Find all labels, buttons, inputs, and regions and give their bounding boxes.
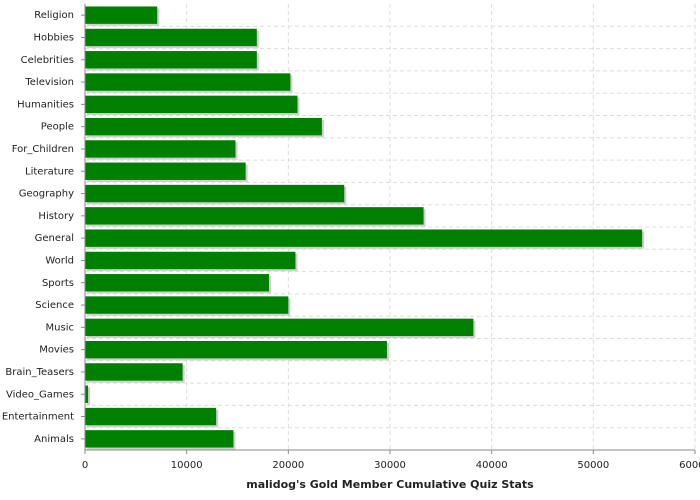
- bar: [85, 229, 643, 247]
- bar: [85, 251, 296, 270]
- x-tick-label: 50000: [577, 460, 609, 471]
- x-tick-label: 40000: [476, 460, 508, 471]
- bar: [85, 340, 387, 359]
- y-tick-label: Humanities: [17, 99, 74, 110]
- bar: [85, 51, 257, 69]
- bar: [85, 73, 291, 91]
- y-tick-label: Video_Games: [6, 389, 74, 400]
- bar: [85, 318, 474, 337]
- x-tick-label: 60000: [679, 460, 700, 471]
- bar: [85, 363, 183, 381]
- x-tick-label: 30000: [374, 460, 406, 471]
- bar: [85, 117, 322, 136]
- bar: [85, 207, 424, 225]
- bar: [85, 430, 234, 448]
- y-tick-label: Religion: [34, 10, 74, 21]
- bar: [85, 184, 345, 203]
- x-tick-label: 10000: [171, 460, 203, 471]
- y-tick-label: Music: [46, 322, 74, 333]
- y-tick-label: Brain_Teasers: [5, 367, 74, 378]
- y-tick-label: World: [45, 255, 74, 266]
- bar: [85, 28, 257, 47]
- y-tick-label: Literature: [25, 166, 74, 177]
- y-tick-label: Science: [35, 300, 74, 311]
- y-tick-label: People: [41, 122, 74, 133]
- bar: [85, 274, 270, 292]
- bar: [85, 296, 289, 314]
- x-tick-label: 0: [82, 460, 88, 471]
- bar: [85, 6, 158, 24]
- y-tick-label: General: [35, 233, 74, 244]
- bar: [85, 385, 89, 403]
- y-tick-label: History: [38, 211, 74, 222]
- y-tick-label: For_Children: [12, 144, 74, 155]
- y-tick-label: Animals: [34, 434, 74, 445]
- bar: [85, 95, 298, 114]
- y-tick-label: Sports: [42, 278, 74, 289]
- bar-shadow: [87, 387, 91, 405]
- y-tick-label: Movies: [39, 345, 74, 356]
- y-tick-label: Entertainment: [2, 412, 74, 423]
- y-tick-label: Hobbies: [34, 32, 74, 43]
- chart-title: malidog's Gold Member Cumulative Quiz St…: [246, 478, 534, 491]
- bar: [85, 407, 217, 426]
- bar: [85, 162, 246, 180]
- y-tick-label: Geography: [19, 189, 74, 200]
- y-tick-label: Television: [24, 77, 74, 88]
- y-tick-label: Celebrities: [21, 55, 74, 66]
- x-tick-label: 20000: [272, 460, 304, 471]
- bar: [85, 140, 236, 158]
